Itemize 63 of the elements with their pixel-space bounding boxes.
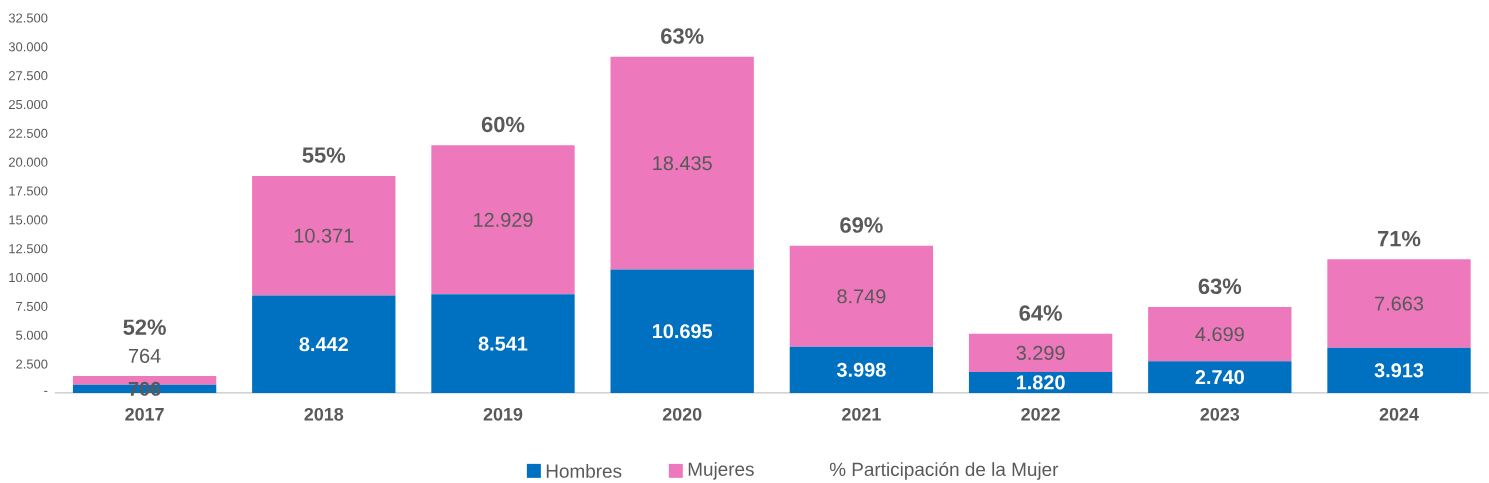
y-tick-label: 22.500 — [9, 128, 48, 138]
data-label: 12.929 — [474, 212, 533, 227]
annotation: 64% — [1019, 305, 1062, 321]
annotation: 60% — [481, 116, 525, 133]
data-label: 4.699 — [1195, 327, 1244, 342]
x-tick-label: 2023 — [1200, 407, 1240, 421]
y-tick-label: 20.000 — [9, 157, 48, 167]
data-label: 18.435 — [653, 156, 712, 171]
data-label: 706 — [128, 381, 161, 396]
bar — [1327, 347, 1471, 393]
legend-label: Hombres — [546, 463, 622, 478]
data-label: 3.998 — [836, 362, 886, 377]
annotation: 52% — [123, 319, 166, 335]
x-tick-label: 2022 — [1021, 407, 1060, 421]
bar — [1148, 361, 1292, 393]
legend-label: Mujeres — [688, 462, 754, 480]
data-label: 2.740 — [1195, 370, 1244, 385]
data-label: 8.749 — [837, 289, 886, 304]
x-tick-label: 2019 — [483, 407, 523, 421]
data-label: 8.442 — [299, 337, 348, 352]
y-tick-label: 27.500 — [9, 71, 48, 81]
y-tick-label: 7.500 — [16, 301, 48, 312]
x-tick-label: 2017 — [125, 407, 164, 421]
x-tick-label: 2021 — [842, 407, 881, 421]
bar — [789, 346, 934, 393]
data-label: 10.371 — [294, 228, 354, 243]
bar — [252, 295, 396, 393]
bar — [431, 145, 575, 295]
bar — [968, 333, 1113, 372]
bar — [968, 371, 1113, 393]
text: % Participación de la Mujer — [829, 462, 1059, 480]
data-label: 8.541 — [478, 336, 528, 351]
bar — [1327, 259, 1471, 348]
x-tick-label: 2024 — [1379, 407, 1419, 421]
bar — [789, 245, 934, 347]
y-tick-label: 17.500 — [9, 186, 48, 196]
bar — [610, 56, 754, 270]
annotation: 69% — [840, 217, 883, 233]
annotation: 55% — [302, 147, 346, 163]
annotation: 63% — [1198, 278, 1242, 295]
data-label: 10.695 — [652, 324, 713, 339]
data-label: 3.299 — [1016, 345, 1065, 360]
y-tick-label: 10.000 — [9, 273, 48, 283]
bar — [610, 269, 754, 393]
annotation: 63% — [661, 28, 704, 44]
y-tick-label: 2.500 — [16, 359, 48, 369]
y-tick-label: 5.000 — [16, 330, 48, 340]
y-tick-label: - — [44, 391, 48, 392]
x-tick-label: 2020 — [662, 407, 702, 421]
bar — [252, 175, 396, 296]
y-tick-label: 15.000 — [9, 215, 48, 225]
data-label: 764 — [129, 348, 161, 363]
bar — [431, 294, 575, 393]
data-label: 3.913 — [1374, 363, 1424, 378]
data-label: 1.820 — [1016, 375, 1065, 390]
y-tick-label: 32.500 — [8, 13, 48, 23]
x-tick-label: 2018 — [304, 407, 344, 421]
y-tick-label: 30.000 — [8, 42, 48, 52]
y-tick-label: 25.000 — [9, 100, 48, 110]
data-label: 7.663 — [1375, 296, 1424, 311]
annotation: 71% — [1378, 230, 1421, 247]
y-tick-label: 12.500 — [9, 244, 48, 254]
bar — [1148, 307, 1292, 362]
